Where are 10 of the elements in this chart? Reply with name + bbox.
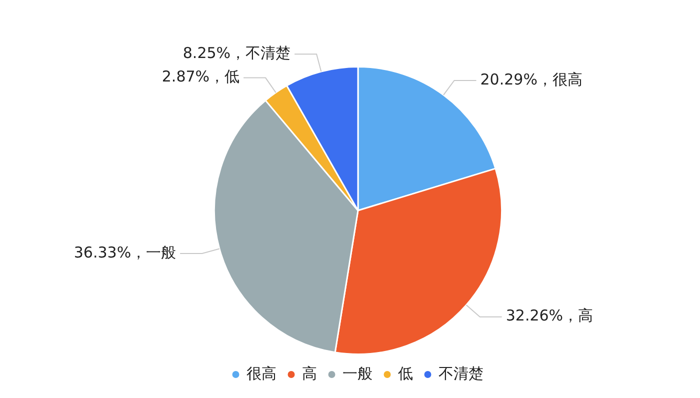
legend-label: 不清楚 bbox=[438, 364, 484, 382]
legend-label: 高 bbox=[302, 364, 317, 382]
legend-label: 很高 bbox=[246, 364, 276, 382]
data-label: 32.26%，高 bbox=[506, 306, 594, 325]
legend-label: 一般 bbox=[342, 364, 372, 382]
data-label: 20.29%，很高 bbox=[480, 70, 582, 88]
legend-label: 低 bbox=[398, 364, 413, 382]
data-label: 8.25%，不清楚 bbox=[182, 44, 291, 62]
data-label: 36.33%，一般 bbox=[74, 243, 176, 262]
data-label: 2.87%，低 bbox=[162, 68, 240, 86]
